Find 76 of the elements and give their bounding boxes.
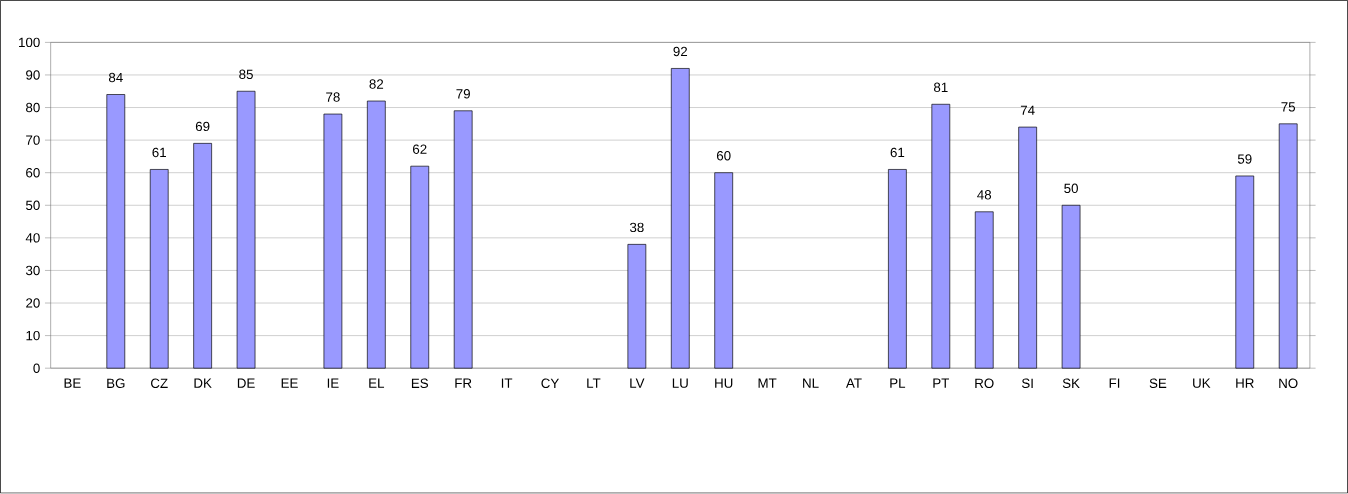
bar bbox=[714, 172, 734, 369]
x-tick-label: RO bbox=[975, 378, 994, 389]
x-tick-label: NO bbox=[1279, 378, 1298, 389]
y-tick-label: 90 bbox=[26, 70, 40, 80]
bar bbox=[627, 244, 647, 369]
x-tick-label: CY bbox=[541, 378, 559, 389]
x-tick-label: SK bbox=[1062, 378, 1080, 389]
data-label: 82 bbox=[369, 79, 384, 90]
x-tick-label: SI bbox=[1021, 378, 1033, 389]
x-tick-label: PL bbox=[890, 378, 906, 388]
bar bbox=[1235, 175, 1255, 369]
x-tick-label: ES bbox=[411, 378, 429, 389]
y-tick-label: 70 bbox=[26, 135, 40, 146]
x-tick-label: LU bbox=[672, 378, 688, 389]
y-tick-label: 40 bbox=[25, 233, 40, 243]
y-tick-label: 100 bbox=[19, 37, 40, 48]
data-label: 59 bbox=[1237, 154, 1252, 164]
bar bbox=[931, 104, 951, 369]
data-label: 38 bbox=[629, 222, 644, 233]
bar bbox=[888, 169, 907, 369]
data-label: 69 bbox=[195, 121, 210, 132]
y-tick-label: 50 bbox=[25, 200, 40, 211]
x-tick-label: EE bbox=[281, 378, 298, 388]
data-label: 60 bbox=[716, 151, 731, 161]
x-tick-label: PT bbox=[933, 378, 950, 388]
data-label: 92 bbox=[673, 47, 688, 57]
bar bbox=[1278, 123, 1298, 369]
x-tick-label: MT bbox=[758, 378, 777, 388]
bar bbox=[670, 68, 690, 369]
bar bbox=[1018, 126, 1037, 369]
y-tick-label: 20 bbox=[26, 298, 40, 308]
data-label: 61 bbox=[890, 148, 905, 158]
x-tick-label: AT bbox=[845, 378, 862, 388]
y-tick-label: 30 bbox=[25, 265, 40, 276]
x-tick-label: CZ bbox=[151, 378, 168, 389]
x-tick-label: DK bbox=[194, 378, 212, 388]
x-tick-label: FI bbox=[1109, 378, 1120, 388]
bar bbox=[410, 166, 430, 369]
data-label: 85 bbox=[239, 69, 253, 80]
bar bbox=[1061, 205, 1081, 369]
data-label: 61 bbox=[152, 148, 166, 158]
bar bbox=[366, 100, 386, 369]
bar bbox=[323, 113, 343, 369]
x-tick-label: SE bbox=[1149, 378, 1167, 389]
y-tick-label: 60 bbox=[26, 168, 40, 178]
x-tick-label: HU bbox=[715, 378, 733, 389]
x-tick-label: EL bbox=[369, 378, 385, 388]
x-tick-label: HR bbox=[1236, 378, 1254, 388]
bar bbox=[453, 110, 473, 369]
data-label: 81 bbox=[933, 82, 948, 93]
x-tick-label: IT bbox=[501, 378, 513, 388]
y-tick-label: 80 bbox=[26, 103, 40, 113]
data-label: 79 bbox=[456, 89, 470, 99]
y-tick-label: 10 bbox=[26, 331, 40, 341]
bar bbox=[106, 94, 126, 369]
data-label: 75 bbox=[1281, 102, 1296, 112]
x-tick-label: UK bbox=[1193, 378, 1211, 389]
bar bbox=[236, 91, 256, 369]
data-label: 74 bbox=[1020, 105, 1035, 116]
data-label: 84 bbox=[108, 73, 123, 83]
y-tick-label: 0 bbox=[33, 363, 40, 374]
x-tick-label: LV bbox=[630, 378, 645, 388]
x-tick-label: DE bbox=[237, 378, 255, 388]
x-tick-label: LT bbox=[587, 378, 601, 388]
x-tick-label: NL bbox=[803, 378, 819, 388]
data-label: 62 bbox=[413, 144, 427, 155]
data-label: 48 bbox=[977, 190, 992, 200]
x-tick-label: BE bbox=[64, 378, 81, 388]
x-tick-label: BG bbox=[107, 378, 125, 389]
x-tick-label: IE bbox=[327, 378, 339, 388]
data-label: 78 bbox=[326, 92, 340, 103]
bar bbox=[149, 169, 169, 369]
data-label: 50 bbox=[1064, 183, 1078, 194]
x-tick-label: FR bbox=[455, 378, 472, 388]
bar bbox=[193, 143, 212, 369]
bar bbox=[974, 211, 994, 369]
